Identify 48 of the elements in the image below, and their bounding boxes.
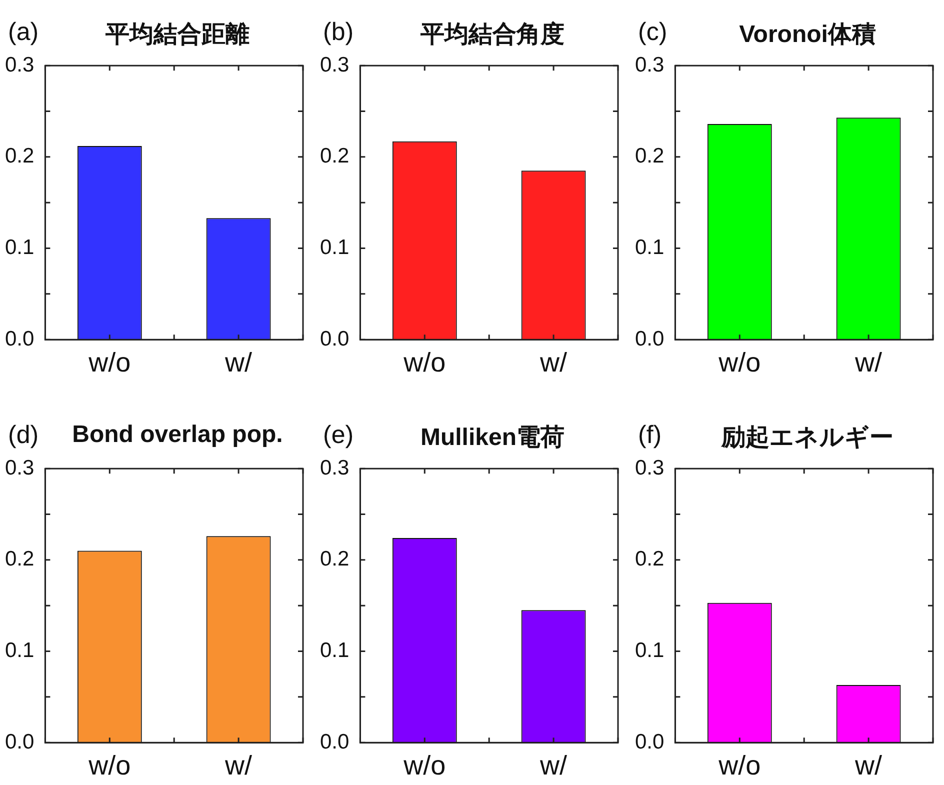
y-tick-label: 0.1 xyxy=(320,236,350,260)
y-tick-label: 0.2 xyxy=(634,144,664,168)
y-tick-label: 0.0 xyxy=(4,327,34,350)
y-tick-label: 0.0 xyxy=(320,327,350,350)
chart-title: 平均結合距離 xyxy=(104,20,250,50)
text: (d) xyxy=(8,421,39,450)
x-tick-label: w/o xyxy=(88,347,131,378)
text: (a) xyxy=(8,18,39,47)
text: (e) xyxy=(323,421,354,450)
y-tick-label: 0.1 xyxy=(4,639,34,662)
x-tick-label: w/ xyxy=(224,750,253,780)
y-tick-label: 0.0 xyxy=(4,730,34,754)
x-tick-label: w/ xyxy=(854,347,883,378)
y-tick-label: 0.1 xyxy=(4,236,34,260)
y-tick-label: 0.0 xyxy=(634,730,664,754)
text: (c) xyxy=(638,18,668,47)
y-tick-label: 0.0 xyxy=(634,327,664,350)
x-tick-label: w/o xyxy=(88,750,131,780)
chart-title: Voronoi体積 xyxy=(738,20,877,50)
y-tick-label: 0.0 xyxy=(320,730,350,754)
chart-title: Bond overlap pop. xyxy=(71,421,284,449)
y-tick-label: 0.3 xyxy=(4,456,34,480)
x-tick-label: w/o xyxy=(402,750,446,780)
x-tick-label: w/ xyxy=(854,750,883,780)
y-tick-label: 0.2 xyxy=(320,548,350,571)
y-tick-label: 0.1 xyxy=(320,639,350,662)
text: (b) xyxy=(323,18,354,47)
text: (f) xyxy=(638,421,662,450)
x-tick-label: w/o xyxy=(718,750,761,780)
y-tick-label: 0.2 xyxy=(4,144,34,168)
y-tick-label: 0.3 xyxy=(4,53,34,76)
y-tick-label: 0.2 xyxy=(634,548,664,571)
chart-title: Mulliken電荷 xyxy=(419,423,566,453)
x-tick-label: w/o xyxy=(718,347,761,378)
y-tick-label: 0.2 xyxy=(4,548,34,571)
y-tick-label: 0.3 xyxy=(320,456,350,480)
chart-title: 励起エネルギー xyxy=(720,423,894,453)
y-tick-label: 0.3 xyxy=(320,53,350,76)
y-tick-label: 0.3 xyxy=(634,53,664,76)
y-tick-label: 0.1 xyxy=(634,236,664,260)
x-tick-label: w/ xyxy=(539,750,568,780)
x-tick-label: w/o xyxy=(402,347,446,378)
y-tick-label: 0.1 xyxy=(634,639,664,662)
chart-title: 平均結合角度 xyxy=(420,20,566,50)
x-tick-label: w/ xyxy=(539,347,568,378)
x-tick-label: w/ xyxy=(224,347,253,378)
y-tick-label: 0.3 xyxy=(634,456,664,480)
y-tick-label: 0.2 xyxy=(320,144,350,168)
